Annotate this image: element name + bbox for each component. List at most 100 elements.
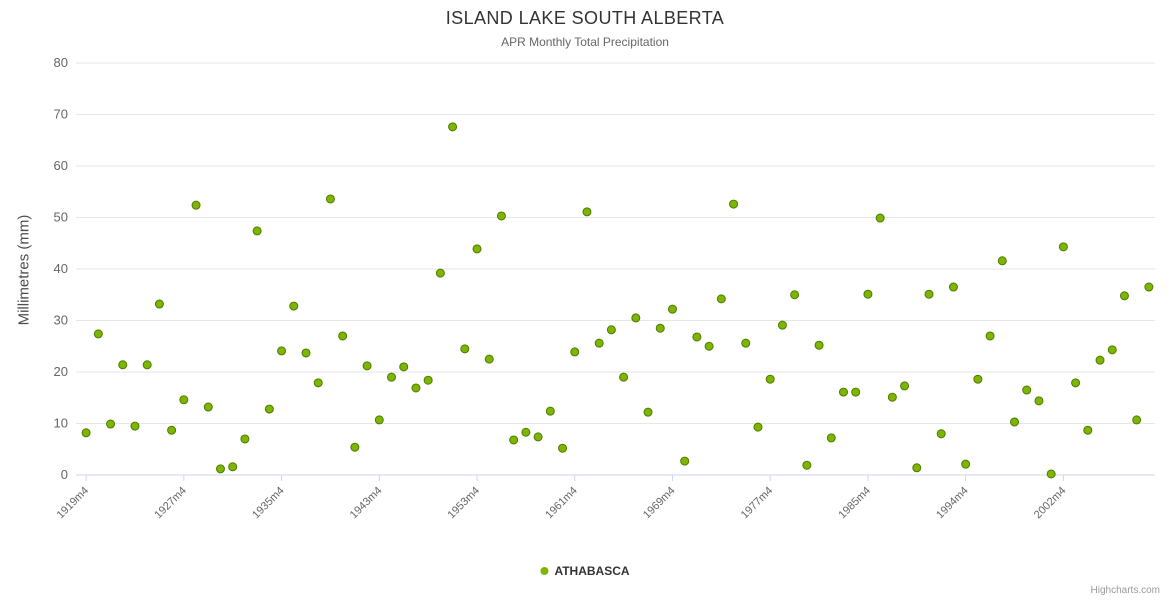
- data-point[interactable]: [264, 404, 274, 414]
- data-point[interactable]: [729, 199, 739, 209]
- data-point[interactable]: [1058, 242, 1068, 252]
- data-point[interactable]: [973, 374, 983, 384]
- data-point[interactable]: [631, 313, 641, 323]
- data-point[interactable]: [1144, 282, 1154, 292]
- data-point[interactable]: [252, 226, 262, 236]
- legend-item-athabasca[interactable]: ATHABASCA: [540, 564, 630, 578]
- data-point[interactable]: [594, 338, 604, 348]
- data-point[interactable]: [948, 282, 958, 292]
- data-point[interactable]: [118, 360, 128, 370]
- data-point[interactable]: [1046, 469, 1056, 479]
- data-point[interactable]: [435, 268, 445, 278]
- data-point[interactable]: [875, 213, 885, 223]
- data-point[interactable]: [619, 372, 629, 382]
- data-point[interactable]: [936, 429, 946, 439]
- data-point[interactable]: [484, 354, 494, 364]
- data-point[interactable]: [1083, 425, 1093, 435]
- data-point[interactable]: [692, 332, 702, 342]
- data-point[interactable]: [93, 329, 103, 339]
- data-point[interactable]: [606, 325, 616, 335]
- data-point[interactable]: [1095, 355, 1105, 365]
- data-point[interactable]: [533, 432, 543, 442]
- data-point[interactable]: [154, 299, 164, 309]
- data-point[interactable]: [838, 387, 848, 397]
- data-point[interactable]: [570, 347, 580, 357]
- x-axis-tick-label: 1961m4: [543, 485, 580, 522]
- highcharts-credits-link[interactable]: Highcharts.com: [1090, 585, 1160, 596]
- data-point[interactable]: [558, 443, 568, 453]
- data-point[interactable]: [1010, 417, 1020, 427]
- data-point[interactable]: [106, 419, 116, 429]
- data-point[interactable]: [900, 381, 910, 391]
- data-point[interactable]: [215, 464, 225, 474]
- data-point[interactable]: [802, 460, 812, 470]
- data-point[interactable]: [704, 341, 714, 351]
- data-point[interactable]: [1119, 291, 1129, 301]
- data-point[interactable]: [1107, 345, 1117, 355]
- data-point[interactable]: [338, 331, 348, 341]
- data-point[interactable]: [680, 456, 690, 466]
- data-point[interactable]: [203, 402, 213, 412]
- data-point[interactable]: [460, 344, 470, 354]
- data-point[interactable]: [362, 361, 372, 371]
- data-point[interactable]: [448, 122, 458, 132]
- data-point[interactable]: [167, 425, 177, 435]
- data-point[interactable]: [325, 194, 335, 204]
- x-axis-tick-label: 1927m4: [152, 485, 189, 522]
- data-point[interactable]: [1132, 415, 1142, 425]
- data-point[interactable]: [1071, 378, 1081, 388]
- data-point[interactable]: [472, 244, 482, 254]
- data-point[interactable]: [741, 338, 751, 348]
- data-point[interactable]: [1022, 385, 1032, 395]
- data-point[interactable]: [240, 434, 250, 444]
- data-point[interactable]: [863, 289, 873, 299]
- data-point[interactable]: [643, 407, 653, 417]
- data-point[interactable]: [997, 256, 1007, 266]
- data-point[interactable]: [496, 211, 506, 221]
- data-point[interactable]: [912, 463, 922, 473]
- y-axis-tick-label: 70: [54, 107, 68, 122]
- data-point[interactable]: [521, 427, 531, 437]
- y-axis-tick-label: 40: [54, 261, 68, 276]
- data-point[interactable]: [753, 422, 763, 432]
- data-point[interactable]: [961, 459, 971, 469]
- data-point[interactable]: [765, 374, 775, 384]
- data-point[interactable]: [667, 304, 677, 314]
- data-point[interactable]: [289, 301, 299, 311]
- data-point[interactable]: [350, 442, 360, 452]
- data-point[interactable]: [130, 421, 140, 431]
- data-point[interactable]: [985, 331, 995, 341]
- data-point[interactable]: [509, 435, 519, 445]
- data-point[interactable]: [81, 428, 91, 438]
- data-point[interactable]: [851, 387, 861, 397]
- data-point[interactable]: [814, 340, 824, 350]
- data-point[interactable]: [277, 346, 287, 356]
- data-point[interactable]: [655, 323, 665, 333]
- data-point[interactable]: [301, 348, 311, 358]
- data-point[interactable]: [716, 294, 726, 304]
- legend-marker-icon: [540, 567, 549, 575]
- data-point[interactable]: [313, 378, 323, 388]
- data-point[interactable]: [387, 372, 397, 382]
- y-axis-tick-label: 60: [54, 158, 68, 173]
- data-point[interactable]: [1034, 396, 1044, 406]
- data-point[interactable]: [399, 362, 409, 372]
- x-axis-tick-label: 2002m4: [1032, 485, 1069, 522]
- x-axis-tick-label: 1953m4: [446, 485, 483, 522]
- data-point[interactable]: [582, 207, 592, 217]
- data-point[interactable]: [887, 392, 897, 402]
- data-point[interactable]: [777, 320, 787, 330]
- data-point[interactable]: [228, 462, 238, 472]
- data-point[interactable]: [191, 200, 201, 210]
- x-axis-tick-label: 1919m4: [55, 485, 92, 522]
- data-point[interactable]: [411, 383, 421, 393]
- data-point[interactable]: [423, 375, 433, 385]
- data-point[interactable]: [545, 406, 555, 416]
- data-point[interactable]: [924, 289, 934, 299]
- data-point[interactable]: [826, 433, 836, 443]
- data-point[interactable]: [179, 395, 189, 405]
- data-point[interactable]: [142, 360, 152, 370]
- data-point[interactable]: [374, 415, 384, 425]
- data-point[interactable]: [790, 290, 800, 300]
